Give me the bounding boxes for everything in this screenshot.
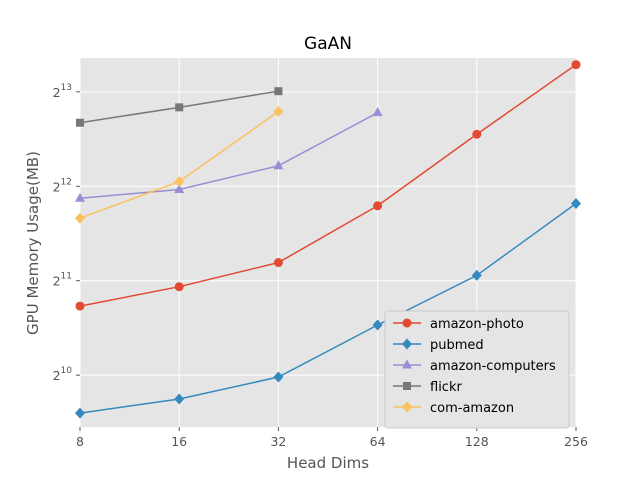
data-point xyxy=(571,197,581,209)
y-tick-label: 211 xyxy=(53,272,72,289)
legend-item: flickr xyxy=(393,380,462,395)
series-amazon-computers xyxy=(75,107,383,202)
x-tick-label: 32 xyxy=(270,434,286,449)
legend-swatch-marker xyxy=(403,382,411,390)
data-point xyxy=(174,282,184,292)
data-point xyxy=(76,118,84,127)
data-point xyxy=(75,301,85,311)
x-axis-label: Head Dims xyxy=(287,454,369,472)
x-axis: 8 16 32 64 128 256 xyxy=(76,427,588,449)
y-axis-label: GPU Memory Usage(MB) xyxy=(24,151,42,335)
legend-swatch-marker xyxy=(402,359,412,369)
x-tick-label: 64 xyxy=(370,434,386,449)
legend-label: amazon-photo xyxy=(430,317,524,332)
data-point xyxy=(75,407,85,419)
series-layer xyxy=(75,60,581,419)
legend-item: pubmed xyxy=(393,338,484,353)
data-point xyxy=(273,258,283,268)
series-line xyxy=(79,64,577,307)
series-flickr xyxy=(76,87,283,127)
data-point xyxy=(372,319,383,331)
data-point xyxy=(471,269,482,281)
legend-label: flickr xyxy=(430,380,462,395)
legend-label: pubmed xyxy=(430,338,484,353)
series-line xyxy=(79,112,378,200)
legend-label: com-amazon xyxy=(430,401,514,416)
data-point xyxy=(372,107,383,117)
data-point xyxy=(75,212,85,224)
data-point xyxy=(571,60,581,70)
legend-swatch-marker xyxy=(402,318,412,328)
data-point xyxy=(472,129,482,139)
x-tick-label: 256 xyxy=(564,434,588,449)
data-point xyxy=(174,393,185,405)
legend: amazon-photo pubmed amazon-computers flickr… xyxy=(384,310,570,429)
data-point xyxy=(174,184,185,194)
data-point xyxy=(273,160,284,170)
x-tick-label: 128 xyxy=(465,434,489,449)
series-amazon-photo xyxy=(75,60,581,311)
y-tick-label: 210 xyxy=(53,366,73,383)
x-tick-label: 8 xyxy=(76,434,84,449)
legend-swatch-marker xyxy=(402,401,412,413)
y-tick-label: 213 xyxy=(53,83,72,100)
x-tick-label: 16 xyxy=(171,434,187,449)
legend-item: amazon-photo xyxy=(393,317,524,332)
y-axis: 210 211 212 213 xyxy=(53,83,80,383)
series-pubmed xyxy=(75,197,581,419)
y-tick-label: 212 xyxy=(53,177,72,194)
legend-label: amazon-computers xyxy=(430,359,556,374)
data-point xyxy=(75,192,85,202)
legend-item: amazon-computers xyxy=(393,359,556,374)
data-point xyxy=(175,103,184,112)
legend-swatch-marker xyxy=(402,338,412,350)
data-point xyxy=(274,87,283,96)
legend-item: com-amazon xyxy=(393,401,514,416)
data-point xyxy=(174,176,185,188)
series-com-amazon xyxy=(75,106,284,224)
chart-title: GaAN xyxy=(304,34,352,54)
data-point xyxy=(273,371,284,383)
data-point xyxy=(273,106,284,118)
series-line xyxy=(79,202,577,414)
data-point xyxy=(373,201,383,211)
legend-box xyxy=(384,310,570,429)
